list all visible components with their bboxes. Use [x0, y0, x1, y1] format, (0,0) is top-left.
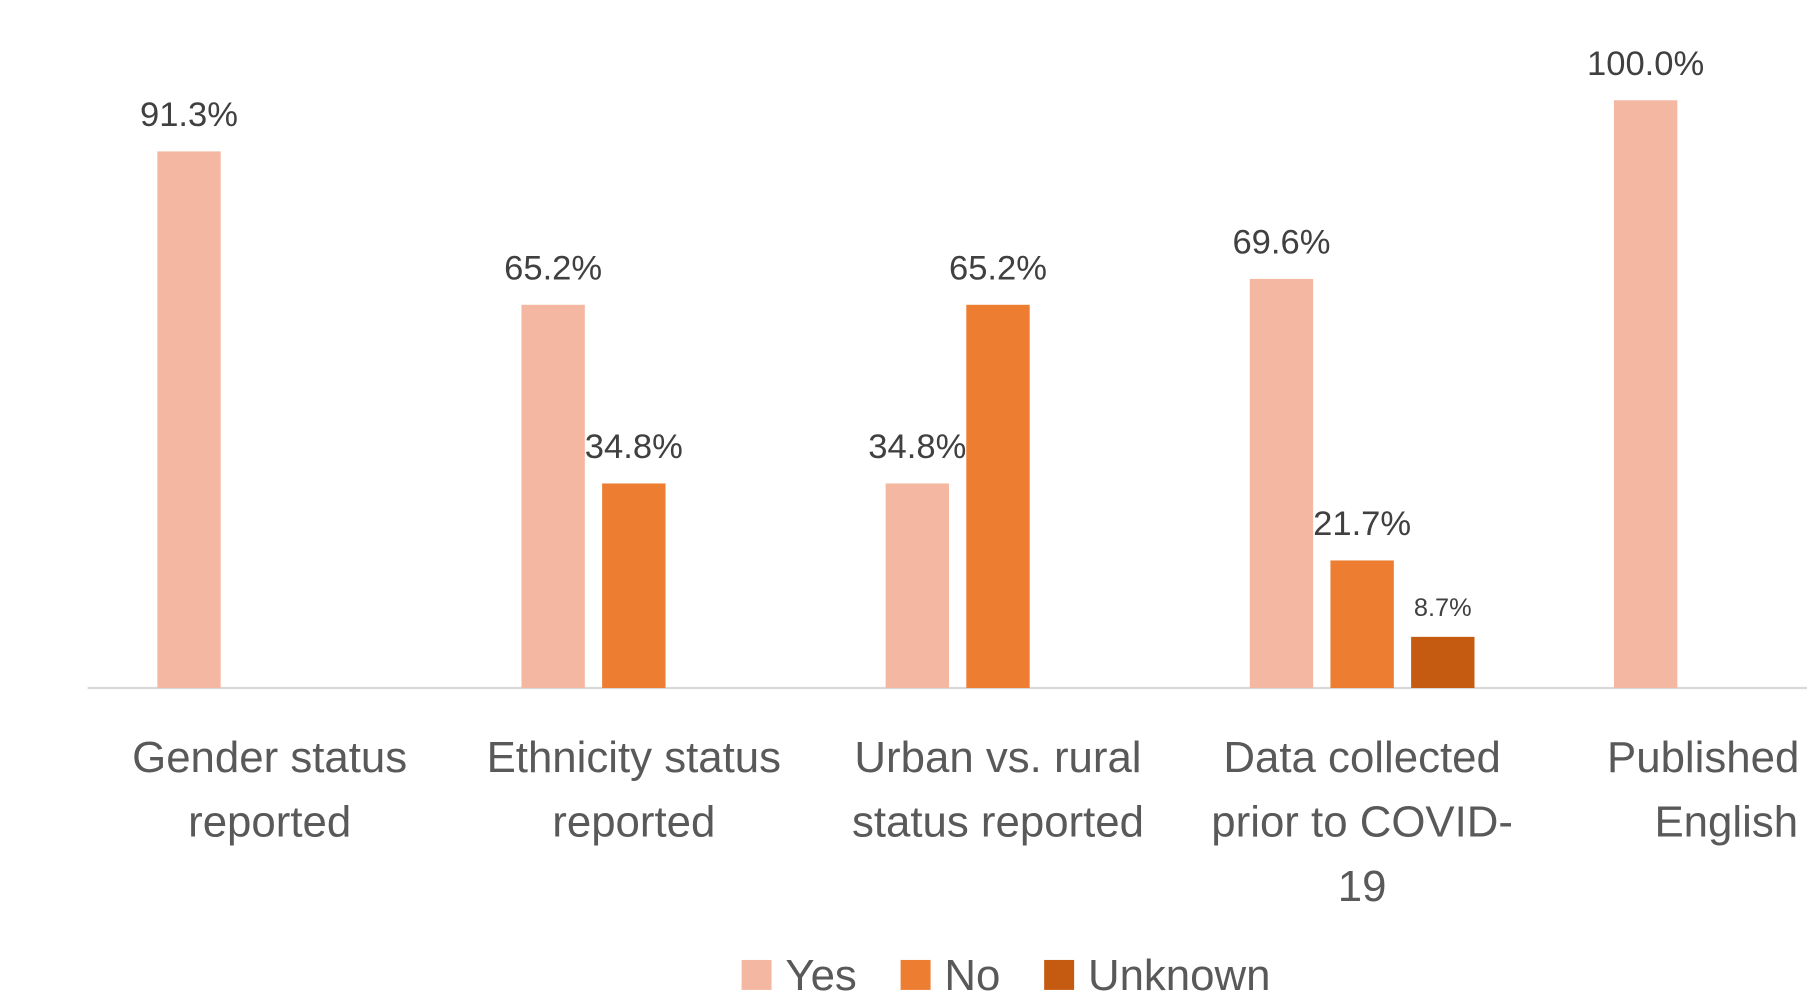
x-tick-label: Urban vs. rural status reported: [852, 733, 1144, 847]
legend-label: No: [944, 951, 1000, 1000]
label-line: English: [1654, 798, 1798, 847]
legend-swatch: [900, 959, 931, 990]
legend: Yes No Unknown: [741, 951, 1271, 1000]
plot-area: 91.3% 65.2% 34.8% 69.6% 100.0% 34.8% 65.2% 21.7…: [87, 45, 1807, 1000]
bar: [1330, 560, 1394, 688]
data-label: 69.6%: [1232, 224, 1330, 262]
x-tick-label: Data collected prior to COVID- 19: [1211, 733, 1513, 911]
label-line: status reported: [852, 798, 1144, 847]
data-label: 34.8%: [868, 428, 966, 466]
label-line: Gender status: [132, 733, 407, 782]
data-label: 65.2%: [504, 249, 602, 287]
label-line: Urban vs. rural: [854, 733, 1141, 782]
label-line: reported: [188, 798, 351, 847]
legend-label: Yes: [785, 951, 856, 1000]
data-label: 65.2%: [949, 249, 1047, 287]
bar: [1411, 636, 1475, 688]
label-line: 19: [1338, 862, 1387, 911]
label-line: reported: [552, 798, 715, 847]
data-label: 100.0%: [1587, 45, 1704, 83]
legend-swatch: [741, 959, 772, 990]
bar: [966, 304, 1030, 688]
legend-swatch: [1044, 959, 1075, 990]
bar: [885, 483, 950, 688]
data-label: 91.3%: [140, 96, 238, 134]
bar: [1613, 100, 1678, 688]
legend-label: Unknown: [1088, 951, 1271, 1000]
x-tick-label: Gender status reported: [132, 733, 407, 847]
x-tick-label: Ethnicity status reported: [487, 733, 781, 847]
data-label: 21.7%: [1313, 505, 1411, 543]
bar: [602, 483, 666, 688]
data-label: 34.8%: [585, 428, 683, 466]
bar: [521, 304, 585, 688]
bar: [1249, 278, 1314, 688]
data-label: 8.7%: [1414, 594, 1472, 622]
label-line: Ethnicity status: [487, 733, 781, 782]
label-line: Published in: [1607, 733, 1807, 782]
label-line: prior to COVID-: [1211, 798, 1513, 847]
label-line: Data collected: [1223, 733, 1500, 782]
bar: [157, 151, 221, 688]
x-tick-label: Published in English: [1607, 733, 1807, 847]
